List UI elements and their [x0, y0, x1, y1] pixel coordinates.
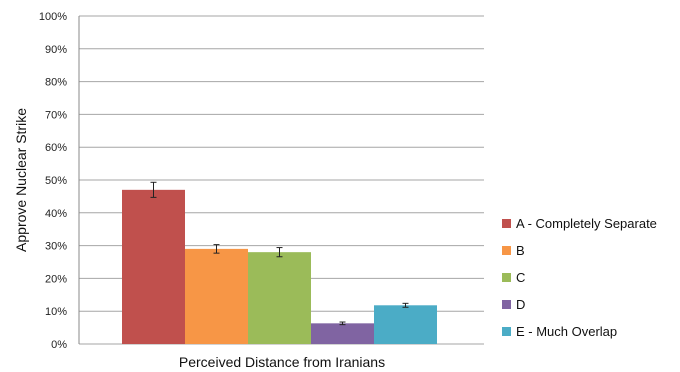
legend-label: D: [516, 297, 525, 312]
y-tick-label: 20%: [45, 273, 67, 285]
legend-swatch: [502, 300, 511, 309]
bar: [311, 323, 374, 344]
bars: [122, 189, 437, 344]
legend-swatch: [502, 273, 511, 282]
bar: [122, 189, 185, 344]
legend-label: B: [516, 243, 525, 258]
y-tick-label: 40%: [45, 208, 67, 220]
y-tick-label: 90%: [45, 44, 67, 56]
y-axis-ticks: 0% 10% 20% 30% 40% 50% 60% 70% 80% 90% 100%: [39, 11, 67, 351]
y-tick-label: 70%: [45, 109, 67, 121]
bar: [374, 305, 437, 344]
error-bars: [150, 181, 409, 326]
bar: [248, 252, 311, 344]
y-tick-label: 80%: [45, 77, 67, 89]
y-tick-label: 50%: [45, 175, 67, 187]
bar: [185, 248, 248, 344]
x-axis-title: Perceived Distance from Iranians: [179, 354, 385, 370]
legend-label: E - Much Overlap: [516, 324, 617, 339]
legend: A - Completely Separate BCD E - Much Overl…: [502, 216, 657, 339]
legend-swatch: [502, 327, 511, 336]
y-tick-label: 10%: [45, 306, 67, 318]
y-tick-label: 0%: [51, 339, 67, 351]
legend-swatch: [502, 219, 511, 228]
y-tick-label: 30%: [45, 241, 67, 253]
legend-label: A - Completely Separate: [516, 216, 657, 231]
y-axis-title: Approve Nuclear Strike: [13, 108, 29, 252]
legend-label: C: [516, 270, 525, 285]
y-tick-label: 100%: [39, 11, 67, 23]
y-tick-label: 60%: [45, 142, 67, 154]
legend-swatch: [502, 246, 511, 255]
